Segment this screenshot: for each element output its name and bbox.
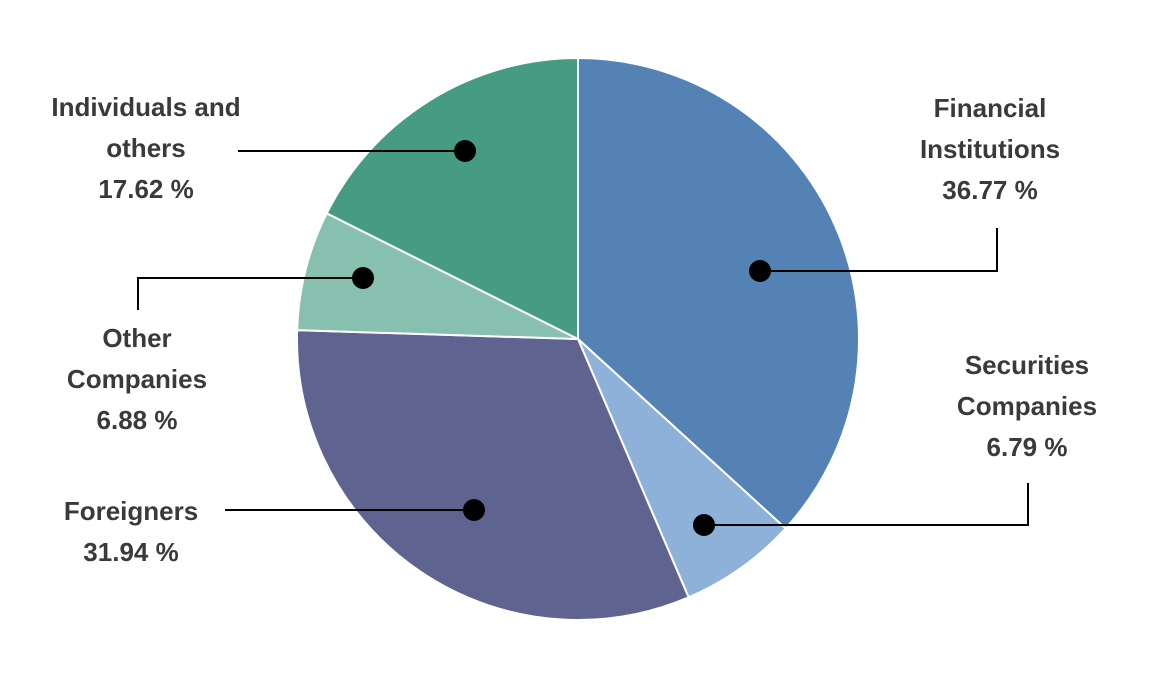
category-label: Foreigners	[63, 496, 199, 526]
slice-label: Other Companies 6.88 %	[47, 318, 227, 441]
pie-slice	[296, 329, 690, 621]
leader-line	[760, 228, 998, 272]
slice-label: Financial Institutions 36.77 %	[890, 88, 1090, 211]
value-label: 31.94 %	[83, 537, 179, 567]
slice-label: Foreigners 31.94 %	[41, 491, 221, 573]
pie-slice	[296, 211, 579, 340]
category-label: Financial Institutions	[919, 93, 1061, 164]
label-dot	[454, 140, 476, 162]
pie-slice	[325, 56, 579, 341]
pie-slice	[577, 56, 860, 530]
slice-label: Individuals and others 17.62 %	[31, 87, 261, 210]
pie-slice	[577, 338, 788, 599]
label-dot	[693, 514, 715, 536]
value-label: 6.79 %	[986, 432, 1068, 462]
value-label: 17.62 %	[98, 174, 194, 204]
category-label: Other Companies	[66, 323, 208, 394]
slice-label: Securities Companies 6.79 %	[937, 345, 1117, 468]
leader-line	[704, 483, 1029, 526]
leader-line	[137, 277, 363, 310]
value-label: 36.77 %	[942, 175, 1038, 205]
category-label: Individuals and others	[51, 92, 241, 163]
label-dot	[463, 499, 485, 521]
label-dot	[352, 267, 374, 289]
category-label: Securities Companies	[956, 350, 1098, 421]
label-dot	[749, 260, 771, 282]
value-label: 6.88 %	[96, 405, 178, 435]
